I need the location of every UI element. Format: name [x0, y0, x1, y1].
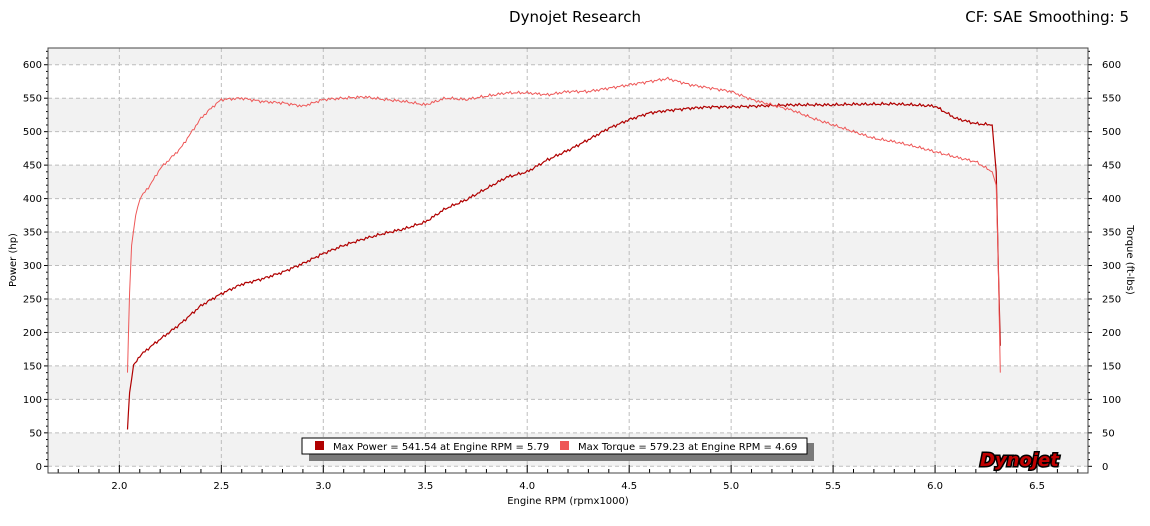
series-line-power [126, 101, 1001, 430]
y-tick-label-left: 100 [23, 395, 42, 406]
x-tick-label: 6.0 [927, 481, 943, 492]
y-tick-label-right: 500 [1102, 127, 1121, 138]
x-tick-label: 3.5 [417, 481, 433, 492]
y-tick-label-right: 0 [1102, 462, 1108, 473]
series-lines [126, 76, 1001, 430]
legend-swatch-torque [560, 441, 569, 450]
y-tick-label-left: 50 [29, 428, 42, 439]
y-tick-label-right: 450 [1102, 161, 1121, 172]
y-tick-label-right: 300 [1102, 261, 1121, 272]
chart-settings: CF: SAE Smoothing: 5 [965, 8, 1129, 26]
x-tick-label: 4.0 [519, 481, 535, 492]
x-axis-title: Engine RPM (rpmx1000) [507, 496, 629, 507]
y-tick-label-right: 550 [1102, 94, 1121, 105]
x-tick-label: 5.0 [723, 481, 739, 492]
y-axis-title-right: Torque (ft-lbs) [1124, 224, 1135, 295]
x-tick-label: 5.5 [825, 481, 841, 492]
y-tick-label-right: 50 [1102, 428, 1115, 439]
plot-border [47, 47, 1089, 474]
y-tick-label-left: 200 [23, 328, 42, 339]
y-tick-label-left: 500 [23, 127, 42, 138]
grid-band [48, 165, 1088, 199]
y-tick-label-right: 350 [1102, 228, 1121, 239]
grid-band [48, 48, 1088, 65]
y-tick-label-left: 300 [23, 261, 42, 272]
legend-box [301, 437, 808, 455]
x-tick-label: 6.5 [1029, 481, 1045, 492]
y-tick-label-left: 400 [23, 194, 42, 205]
x-tick-label: 2.5 [213, 481, 229, 492]
grid-band [48, 232, 1088, 266]
y-tick-label-right: 150 [1102, 361, 1121, 372]
correction-factor: CF: SAE [965, 8, 1023, 26]
smoothing-level: Smoothing: 5 [1028, 8, 1129, 26]
y-tick-label-right: 200 [1102, 328, 1121, 339]
chart-title: Dynojet Research [509, 8, 641, 26]
grid-band [48, 365, 1088, 400]
legend-label-power: Max Power = 541.54 at Engine RPM = 5.79 [333, 442, 549, 453]
y-axis-title-left: Power (hp) [8, 233, 19, 287]
logo-text: Dynojet [980, 450, 1060, 471]
y-tick-label-left: 150 [23, 361, 42, 372]
y-tick-label-right: 600 [1102, 60, 1121, 71]
y-tick-label-left: 550 [23, 94, 42, 105]
y-tick-label-left: 600 [23, 60, 42, 71]
dynojet-logo: Dynojet Dynojet [979, 449, 1062, 473]
y-tick-label-left: 350 [23, 228, 42, 239]
series-line-torque [127, 76, 1001, 373]
y-tick-label-left: 0 [36, 462, 42, 473]
legend-label-torque: Max Torque = 579.23 at Engine RPM = 4.69 [578, 442, 797, 453]
logo-outline: Dynojet [980, 450, 1060, 471]
y-tick-label-left: 450 [23, 161, 42, 172]
x-tick-label: 4.5 [621, 481, 637, 492]
y-tick-label-right: 400 [1102, 194, 1121, 205]
x-tick-label: 2.0 [111, 481, 127, 492]
x-tick-label: 3.0 [315, 481, 331, 492]
y-tick-label-left: 250 [23, 294, 42, 305]
y-tick-label-right: 100 [1102, 395, 1121, 406]
gridlines [48, 48, 1088, 473]
y-tick-label-right: 250 [1102, 294, 1121, 305]
legend: Max Power = 541.54 at Engine RPM = 5.79 … [301, 437, 814, 461]
legend-swatch-power [315, 441, 324, 450]
